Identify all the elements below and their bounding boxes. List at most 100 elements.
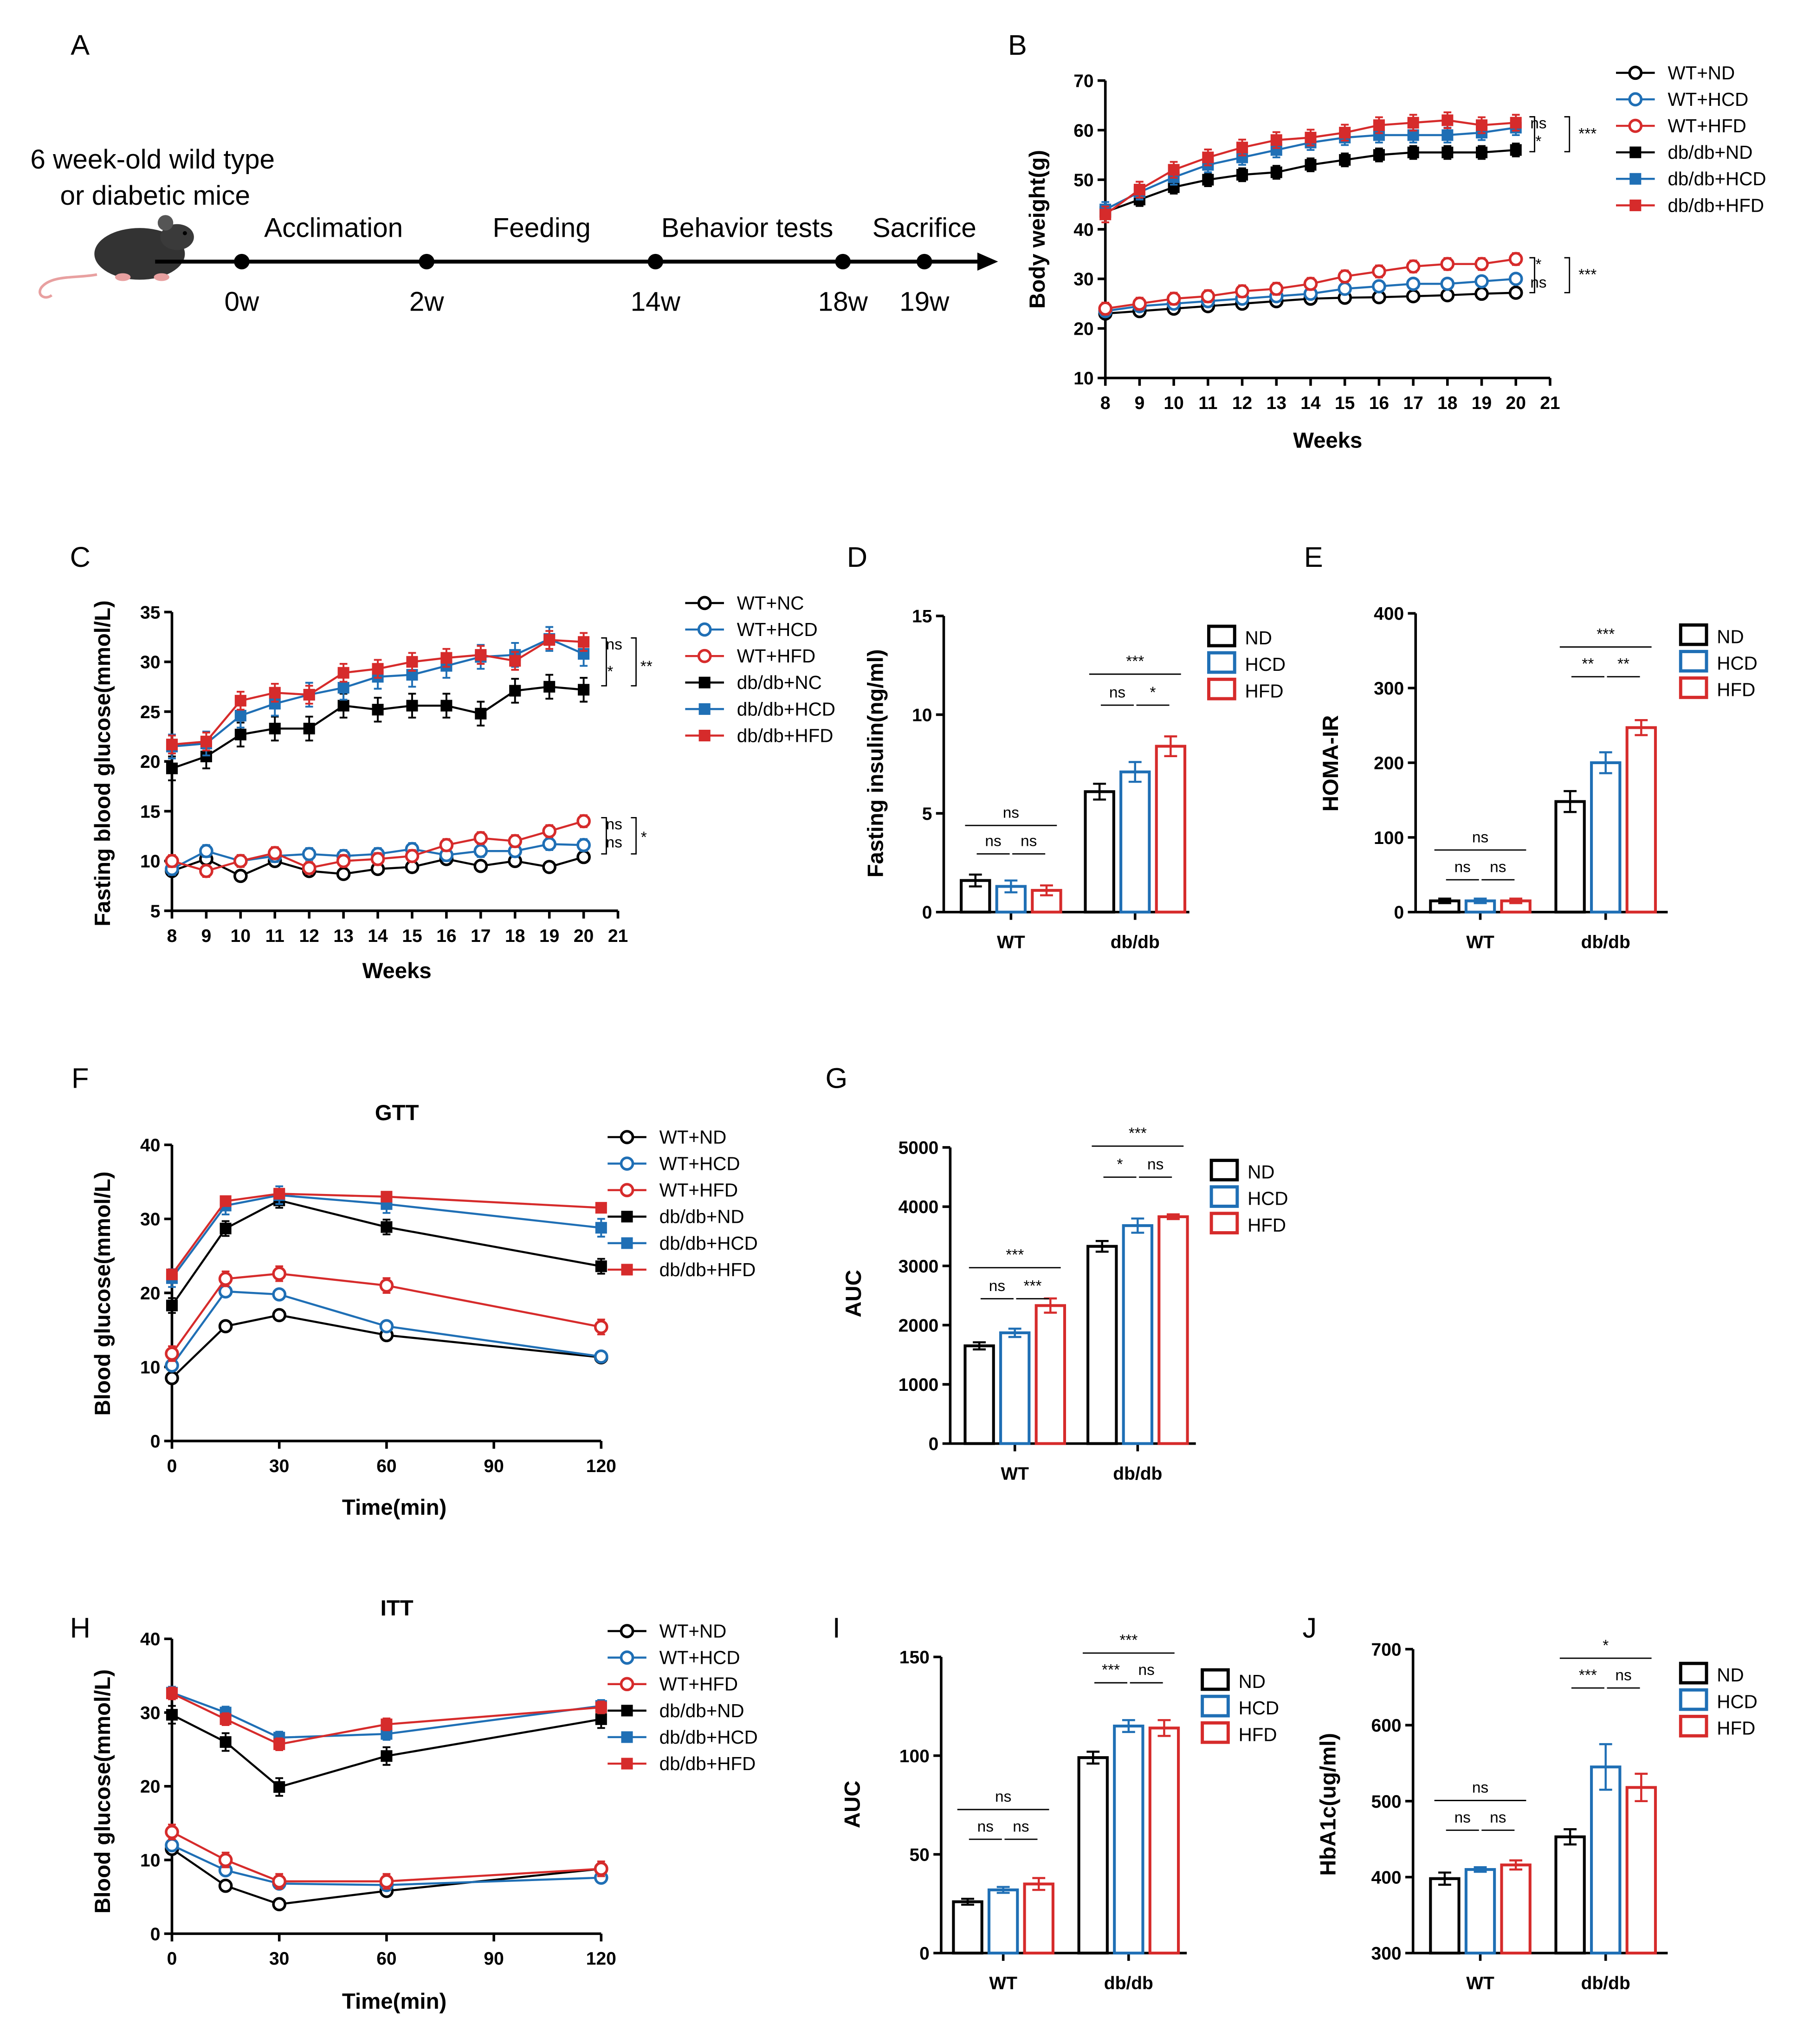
data-point (1440, 288, 1455, 303)
data-point (440, 652, 452, 664)
data-point (1202, 151, 1214, 163)
mouse-tail (39, 273, 97, 299)
y-tick-label: 15 (140, 802, 160, 822)
x-tick-label: 90 (484, 1949, 504, 1969)
mouse-icon (39, 215, 194, 299)
data-point (439, 838, 454, 852)
category-label: db/db (1581, 933, 1630, 953)
bar (999, 1331, 1031, 1445)
data-point (542, 860, 556, 874)
data-point (1407, 146, 1419, 158)
significance-label: ns (1530, 115, 1546, 132)
significance-label: ns (1490, 1809, 1506, 1826)
timepoint-label: 2w (409, 286, 445, 317)
y-tick-label: 2000 (898, 1316, 939, 1336)
legend-marker (620, 1183, 634, 1197)
timepoint-label: 18w (818, 286, 868, 317)
error-bar (1599, 1743, 1612, 1791)
significance-label: ns (1013, 1818, 1029, 1835)
error-bar (1131, 1217, 1144, 1234)
data-point (370, 852, 385, 866)
legend-label: db/db+ND (659, 1700, 744, 1721)
significance-label: ns (1615, 1667, 1631, 1684)
data-point (269, 687, 281, 699)
data-point (233, 854, 248, 869)
panel-letter: C (70, 541, 90, 573)
data-point (1168, 164, 1180, 176)
legend-label: db/db+ND (1668, 142, 1752, 163)
error-bar (1004, 879, 1018, 894)
legend-label: WT+HCD (737, 619, 818, 640)
legend-marker (620, 1156, 634, 1171)
y-tick-label: 40 (140, 1629, 160, 1649)
error-bar (1635, 719, 1648, 736)
x-tick-label: 60 (376, 1456, 396, 1476)
significance-label: * (641, 829, 647, 846)
legend-label: db/db+HCD (659, 1726, 758, 1748)
bar (1429, 1877, 1461, 1955)
data-point (1373, 119, 1385, 131)
data-point (165, 854, 179, 869)
data-point (595, 1260, 607, 1272)
timepoint-label: 19w (899, 286, 950, 317)
legend-marker (697, 622, 712, 637)
y-tick-label: 15 (912, 607, 932, 627)
y-tick-label: 35 (140, 603, 160, 623)
legend-marker (698, 729, 711, 742)
y-axis-label: Fasting blood glucose(mmol/L) (90, 600, 115, 926)
data-point (234, 694, 246, 707)
legend-marker (620, 1130, 634, 1144)
legend-marker (1628, 118, 1643, 133)
x-tick-label: 21 (1540, 393, 1560, 413)
significance-label: ns (606, 834, 622, 851)
legend-label: WT+ND (659, 1126, 727, 1148)
x-axis-label: Weeks (362, 959, 432, 983)
data-point (1201, 289, 1215, 304)
y-tick-label: 20 (1073, 319, 1093, 339)
legend-label: WT+HFD (1668, 115, 1746, 136)
significance-label: ns (1138, 1661, 1154, 1679)
x-tick-label: 0 (167, 1456, 177, 1476)
timepoint-marker (835, 253, 851, 270)
y-tick-label: 0 (919, 1944, 930, 1964)
data-point (542, 824, 556, 838)
x-tick-label: 16 (1369, 393, 1389, 413)
y-tick-label: 300 (1371, 1944, 1402, 1964)
y-tick-label: 40 (1073, 220, 1093, 240)
category-label: WT (989, 1973, 1017, 1993)
legend-label: HCD (1717, 652, 1757, 674)
data-point (372, 704, 384, 716)
bar (1155, 745, 1187, 914)
legend-label: WT+ND (659, 1620, 727, 1642)
panel-letter: A (71, 29, 90, 61)
error-bar (1474, 897, 1487, 904)
legend-marker (621, 1211, 633, 1223)
data-point (273, 1738, 285, 1750)
legend-marker (1629, 173, 1642, 185)
significance-label: *** (1597, 626, 1615, 643)
legend-swatch (1209, 1185, 1239, 1208)
timepoint-marker (234, 253, 250, 270)
legend-marker (697, 596, 712, 610)
y-tick-label: 20 (140, 1777, 160, 1797)
data-point (576, 838, 591, 852)
bar (1500, 1863, 1532, 1955)
error-bar (1008, 1327, 1021, 1338)
x-tick-label: 11 (1198, 393, 1217, 413)
category-label: db/db (1113, 1464, 1162, 1484)
error-bar (1122, 1719, 1135, 1733)
data-point (220, 1736, 232, 1748)
legend-swatch (1201, 1668, 1230, 1691)
series-line-5 (172, 639, 584, 746)
error-bar (1032, 1877, 1046, 1891)
x-tick-label: 14 (368, 926, 388, 946)
data-point (1305, 159, 1317, 171)
data-point (218, 1284, 233, 1299)
legend-marker (1629, 199, 1642, 211)
data-point (269, 722, 281, 734)
data-point (302, 847, 317, 861)
significance-label: * (1117, 1156, 1123, 1173)
data-point (379, 1278, 394, 1293)
significance-label: ** (1617, 655, 1629, 673)
x-tick-label: 90 (484, 1456, 504, 1476)
